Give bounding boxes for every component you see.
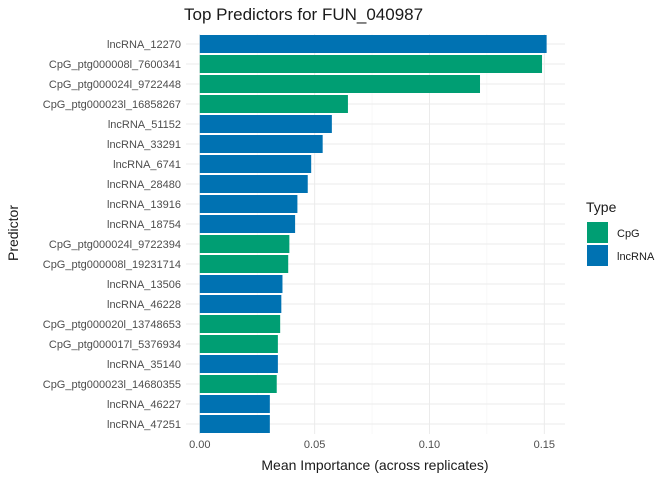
y-tick-label: lncRNA_35140 xyxy=(107,359,181,371)
legend-key-lncRNA xyxy=(587,245,608,266)
bar-CpG_ptg000024l_9722448 xyxy=(199,75,481,93)
legend-key-CpG xyxy=(587,222,608,243)
bar-lncRNA_46228 xyxy=(199,295,282,313)
x-tick-labels: 0.00 0.05 0.10 0.15 xyxy=(189,439,555,451)
y-tick-label: CpG_ptg000023l_16858267 xyxy=(43,99,181,111)
bar-CpG_ptg000008l_7600341 xyxy=(199,55,543,73)
bar-lncRNA_28480 xyxy=(199,175,308,193)
legend-label: CpG xyxy=(617,228,640,240)
bar-CpG_ptg000023l_16858267 xyxy=(199,95,348,113)
grid xyxy=(186,34,565,434)
y-tick-label: lncRNA_12270 xyxy=(107,39,181,51)
chart-title: Top Predictors for FUN_040987 xyxy=(184,5,423,24)
bar-lncRNA_35140 xyxy=(199,355,278,373)
x-tick-label: 0.05 xyxy=(304,439,325,451)
x-tick-label: 0.10 xyxy=(419,439,440,451)
y-tick-label: CpG_ptg000020l_13748653 xyxy=(43,319,181,331)
bar-lncRNA_46227 xyxy=(199,395,270,413)
y-tick-label: lncRNA_46227 xyxy=(107,399,181,411)
y-tick-label: lncRNA_28480 xyxy=(107,179,181,191)
bar-CpG_ptg000008l_19231714 xyxy=(199,255,289,273)
bar-CpG_ptg000024l_9722394 xyxy=(199,235,290,253)
y-tick-label: lncRNA_47251 xyxy=(107,419,181,431)
y-tick-label: lncRNA_13916 xyxy=(107,199,181,211)
y-tick-label: lncRNA_6741 xyxy=(113,159,181,171)
x-tick-label: 0.15 xyxy=(534,439,555,451)
y-tick-label: lncRNA_13506 xyxy=(107,279,181,291)
y-tick-label: lncRNA_18754 xyxy=(107,219,181,231)
x-tick-label: 0.00 xyxy=(189,439,210,451)
y-tick-label: CpG_ptg000023l_14680355 xyxy=(43,379,181,391)
y-tick-label: lncRNA_46228 xyxy=(107,299,181,311)
bar-lncRNA_13506 xyxy=(199,275,283,293)
x-axis-title: Mean Importance (across replicates) xyxy=(261,457,488,473)
y-axis-title: Predictor xyxy=(5,205,21,261)
y-tick-label: CpG_ptg000008l_7600341 xyxy=(49,59,181,71)
y-tick-label: CpG_ptg000024l_9722448 xyxy=(49,79,181,91)
y-tick-labels: lncRNA_12270 CpG_ptg000008l_7600341 CpG_pt… xyxy=(43,39,181,431)
bar-CpG_ptg000017l_5376934 xyxy=(199,335,278,353)
y-tick-label: lncRNA_51152 xyxy=(108,119,181,131)
y-tick-label: CpG_ptg000024l_9722394 xyxy=(49,239,181,251)
bar-lncRNA_18754 xyxy=(199,215,296,233)
bar-lncRNA_6741 xyxy=(199,155,312,173)
y-tick-label: CpG_ptg000008l_19231714 xyxy=(43,259,181,271)
bar-CpG_ptg000020l_13748653 xyxy=(199,315,281,333)
legend: Type CpG lncRNA xyxy=(586,199,655,266)
y-tick-label: lncRNA_33291 xyxy=(107,139,181,151)
bar-CpG_ptg000023l_14680355 xyxy=(199,375,277,393)
bar-lncRNA_13916 xyxy=(199,195,298,213)
bar-lncRNA_12270 xyxy=(199,35,547,53)
bar-lncRNA_47251 xyxy=(199,415,270,433)
y-tick-label: CpG_ptg000017l_5376934 xyxy=(49,339,181,351)
bars xyxy=(199,35,547,433)
bar-lncRNA_51152 xyxy=(199,115,332,133)
legend-title: Type xyxy=(586,199,617,215)
bar-lncRNA_33291 xyxy=(199,135,323,153)
legend-label: lncRNA xyxy=(617,251,655,263)
